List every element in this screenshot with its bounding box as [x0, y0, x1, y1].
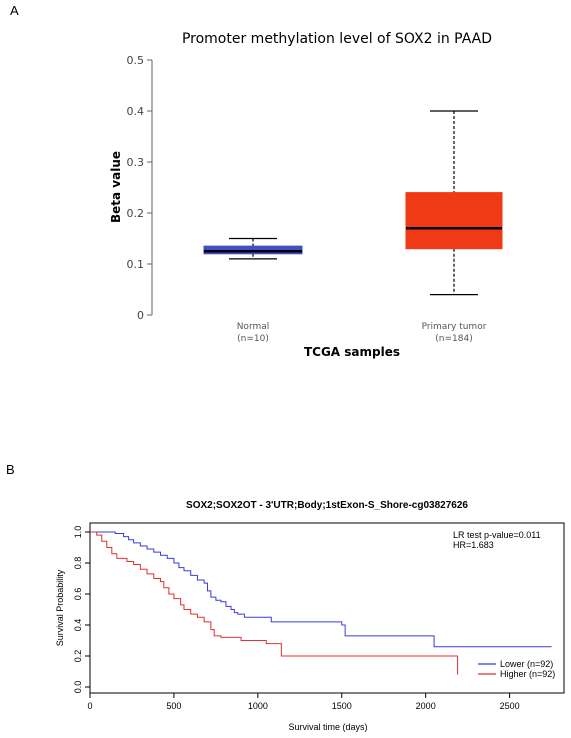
box-category-n: (n=184) [435, 334, 472, 344]
boxplot-title: Promoter methylation level of SOX2 in PA… [182, 31, 492, 47]
boxplot-x-axis-label: TCGA samples [304, 345, 400, 359]
boxplot-chart: Promoter methylation level of SOX2 in PA… [109, 31, 503, 359]
box-category-label: Normal [237, 322, 270, 332]
survival-y-tick-label: 0.4 [73, 619, 83, 632]
boxplot-y-axis-label: Beta value [109, 151, 123, 223]
legend-label: Lower (n=92) [500, 659, 553, 669]
survival-chart: SOX2;SOX2OT - 3'UTR;Body;1stExon-S_Shore… [55, 500, 565, 732]
survival-x-tick-label: 1000 [248, 701, 268, 711]
survival-x-tick-label: 2500 [500, 701, 520, 711]
survival-y-axis-label: Survival Probability [55, 569, 65, 646]
survival-y-tick-label: 0.8 [73, 557, 83, 570]
survival-y-tick-label: 0.0 [73, 681, 83, 694]
legend-label: Higher (n=92) [500, 669, 555, 679]
survival-title: SOX2;SOX2OT - 3'UTR;Body;1stExon-S_Shore… [186, 500, 468, 511]
survival-x-tick-label: 500 [166, 701, 181, 711]
box-category-n: (n=10) [237, 334, 269, 344]
box-normal: Normal (n=10) [203, 237, 303, 344]
box-iqr [203, 245, 303, 255]
panel-b-label: B [6, 462, 15, 477]
boxplot-y-tick-label: 0 [137, 309, 144, 322]
boxplot-y-tick-label: 0.1 [127, 258, 145, 271]
survival-curve-lower [90, 531, 552, 648]
panel-a-label: A [10, 3, 19, 18]
survival-x-tick-label: 0 [87, 701, 92, 711]
boxplot-y-tick-label: 0.5 [127, 54, 145, 67]
survival-x-axis-label: Survival time (days) [288, 722, 367, 732]
boxplot-y-tick-label: 0.2 [127, 207, 145, 220]
survival-curve-higher [90, 531, 459, 675]
boxplot-y-tick-label: 0.4 [127, 105, 145, 118]
survival-x-tick-label: 2000 [416, 701, 436, 711]
survival-x-tick-label: 1500 [332, 701, 352, 711]
pvalue-annotation: LR test p-value=0.011 [453, 530, 541, 540]
box-primary-tumor: Primary tumor (n=184) [405, 110, 503, 344]
survival-y-tick-label: 0.2 [73, 650, 83, 663]
hr-annotation: HR=1.683 [453, 540, 494, 550]
box-category-label: Primary tumor [422, 322, 487, 332]
box-iqr [405, 192, 503, 250]
boxplot-y-tick-label: 0.3 [127, 156, 145, 169]
survival-y-tick-label: 1.0 [73, 526, 83, 539]
survival-plot-frame [89, 522, 565, 694]
survival-y-tick-label: 0.6 [73, 588, 83, 601]
